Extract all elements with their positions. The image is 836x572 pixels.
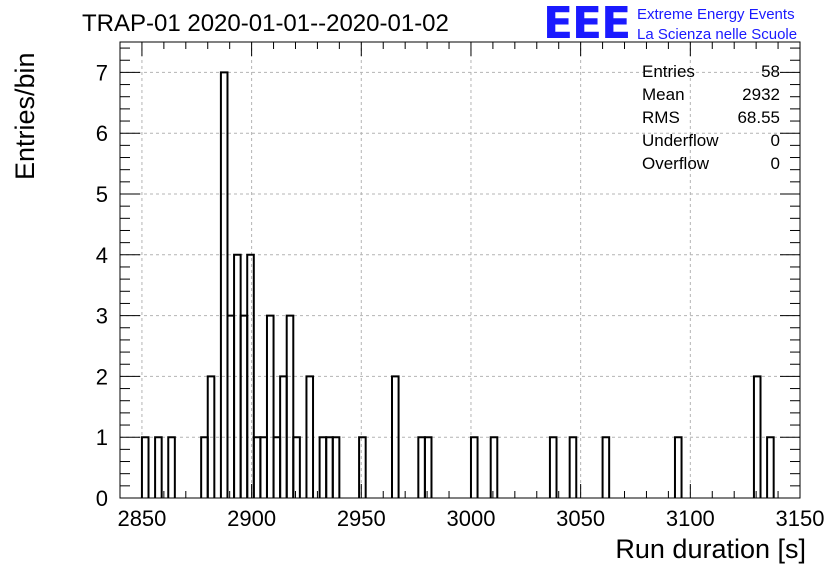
histogram-bin bbox=[246, 253, 255, 498]
stat-value: 68.55 bbox=[737, 108, 780, 127]
grid-lines bbox=[120, 42, 800, 498]
histogram-bin bbox=[140, 436, 150, 498]
logo-line-2: La Scienza nelle Scuole bbox=[637, 26, 798, 43]
histogram-bin bbox=[206, 375, 216, 498]
y-tick-label: 3 bbox=[96, 304, 108, 329]
histogram-bin bbox=[601, 436, 611, 498]
histogram-bin bbox=[752, 375, 762, 498]
logo-line-1: Extreme Energy Events bbox=[637, 6, 795, 23]
histogram-bin bbox=[285, 314, 295, 498]
stat-label: Entries bbox=[642, 62, 695, 81]
stat-value: 0 bbox=[770, 154, 780, 173]
histogram-bin bbox=[568, 436, 578, 498]
chart-title: TRAP-01 2020-01-01--2020-01-02 bbox=[82, 10, 449, 37]
histogram-bin bbox=[423, 436, 433, 498]
stat-label: Overflow bbox=[642, 154, 710, 173]
plot-frame bbox=[119, 41, 801, 499]
y-tick-label: 5 bbox=[96, 182, 108, 207]
histogram-bin bbox=[305, 375, 315, 498]
y-tick-label: 0 bbox=[96, 486, 108, 511]
x-axis-label: Run duration [s] bbox=[615, 534, 806, 564]
x-tick-label: 2900 bbox=[227, 506, 276, 531]
plot-frame-rect bbox=[119, 41, 801, 499]
histogram-bin bbox=[673, 436, 683, 498]
histogram-bin bbox=[469, 436, 479, 498]
x-tick-label: 3000 bbox=[446, 506, 495, 531]
histogram-bin bbox=[167, 436, 176, 498]
histogram-bin bbox=[154, 436, 163, 498]
y-tick-label: 7 bbox=[96, 60, 108, 85]
histogram-bin bbox=[292, 436, 301, 498]
x-tick-label: 3150 bbox=[776, 506, 825, 531]
histogram-bin bbox=[489, 436, 499, 498]
histogram-bin bbox=[548, 436, 558, 498]
stat-value: 2932 bbox=[742, 85, 780, 104]
y-tick-label: 6 bbox=[96, 121, 108, 146]
axes: 2850 2900 2950 3000 3050 3100 3150 0 1 2 3 4 5 6 7 bbox=[96, 42, 825, 531]
y-axis-label: Entries/bin bbox=[10, 52, 40, 180]
histogram-series bbox=[140, 71, 775, 498]
stat-value: 58 bbox=[761, 62, 780, 81]
stat-row-rms: RMS 68.55 bbox=[642, 106, 780, 129]
stat-row-entries: Entries 58 bbox=[642, 60, 780, 83]
stat-label: RMS bbox=[642, 108, 680, 127]
stats-box: Entries 58 Mean 2932 RMS 68.55 Underflow… bbox=[642, 60, 780, 175]
histogram-bin bbox=[219, 71, 229, 498]
x-tick-label: 3050 bbox=[556, 506, 605, 531]
stat-label: Mean bbox=[642, 85, 685, 104]
histogram-bin bbox=[358, 436, 367, 498]
x-tick-label: 3100 bbox=[666, 506, 715, 531]
stat-row-underflow: Underflow 0 bbox=[642, 129, 780, 152]
y-tick-label: 4 bbox=[96, 243, 108, 268]
eee-logo-mark: EEE bbox=[543, 0, 631, 49]
stat-row-overflow: Overflow 0 bbox=[642, 152, 780, 175]
stat-label: Underflow bbox=[642, 131, 719, 150]
y-tick-label: 1 bbox=[96, 425, 108, 450]
y-tick-label: 2 bbox=[96, 364, 108, 389]
stat-value: 0 bbox=[770, 131, 780, 150]
stat-row-mean: Mean 2932 bbox=[642, 83, 780, 106]
x-tick-label: 2950 bbox=[337, 506, 386, 531]
histogram-bin bbox=[766, 436, 775, 498]
histogram-bin bbox=[265, 314, 275, 498]
histogram-bin bbox=[391, 375, 400, 498]
x-tick-label: 2850 bbox=[117, 506, 166, 531]
histogram-bin bbox=[331, 436, 341, 498]
